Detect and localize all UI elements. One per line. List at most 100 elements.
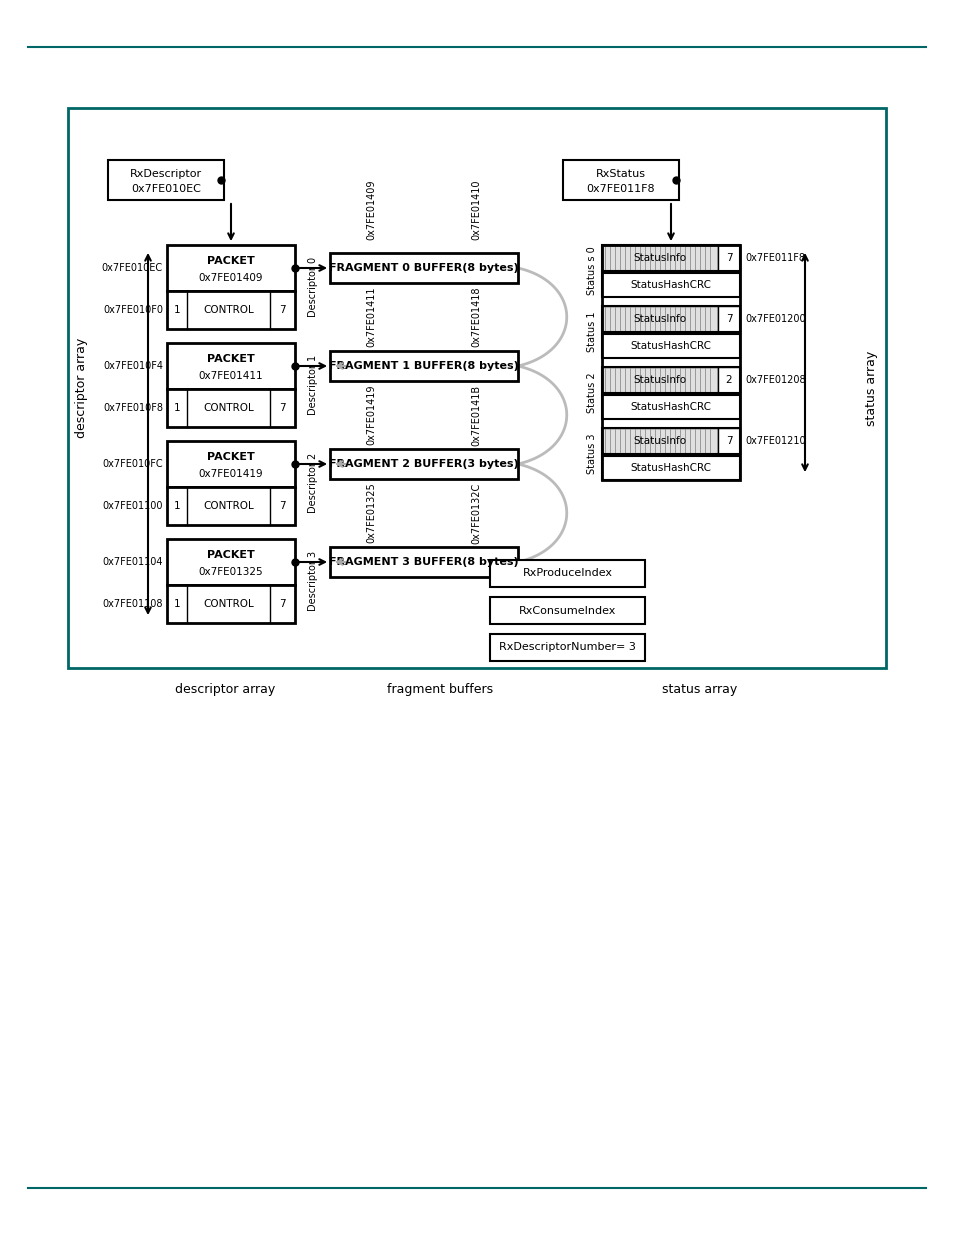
Text: fragment buffers: fragment buffers bbox=[387, 683, 493, 697]
Text: 0x7FE010FC: 0x7FE010FC bbox=[102, 459, 163, 469]
Text: 0x7FE01108: 0x7FE01108 bbox=[102, 599, 163, 609]
Text: 0x7FE01104: 0x7FE01104 bbox=[102, 557, 163, 567]
Bar bbox=[601, 429, 718, 454]
Bar bbox=[601, 273, 740, 296]
Bar bbox=[330, 351, 517, 382]
Text: StatusHashCRC: StatusHashCRC bbox=[630, 403, 711, 412]
Bar bbox=[167, 538, 294, 585]
Text: StatusHashCRC: StatusHashCRC bbox=[630, 341, 711, 351]
Text: CONTROL: CONTROL bbox=[203, 305, 253, 315]
Text: CONTROL: CONTROL bbox=[203, 403, 253, 412]
Text: 0x7FE01325: 0x7FE01325 bbox=[366, 483, 376, 543]
Text: 0x7FE01409: 0x7FE01409 bbox=[366, 179, 376, 240]
Bar bbox=[490, 597, 644, 624]
Text: PACKET: PACKET bbox=[207, 550, 254, 561]
Text: 0x7FE0141B: 0x7FE0141B bbox=[471, 384, 481, 446]
Text: CONTROL: CONTROL bbox=[203, 501, 253, 511]
Bar bbox=[167, 389, 294, 427]
Bar bbox=[601, 395, 740, 419]
Text: status array: status array bbox=[864, 351, 878, 426]
Text: StatusInfo: StatusInfo bbox=[633, 375, 686, 385]
Text: FRAGMENT 3 BUFFER(8 bytes): FRAGMENT 3 BUFFER(8 bytes) bbox=[329, 557, 518, 567]
Bar bbox=[330, 547, 517, 577]
Text: 7: 7 bbox=[279, 501, 286, 511]
Text: 0x7FE01419: 0x7FE01419 bbox=[198, 469, 263, 479]
Text: 1: 1 bbox=[173, 599, 180, 609]
Bar bbox=[718, 245, 740, 270]
Bar bbox=[490, 559, 644, 587]
Text: PACKET: PACKET bbox=[207, 354, 254, 364]
Text: Status 2: Status 2 bbox=[586, 373, 597, 414]
Text: Descriptor 0: Descriptor 0 bbox=[308, 257, 317, 317]
Text: 7: 7 bbox=[279, 403, 286, 412]
Bar bbox=[601, 306, 718, 332]
Text: 0x7FE01208: 0x7FE01208 bbox=[744, 375, 804, 385]
Text: PACKET: PACKET bbox=[207, 452, 254, 462]
Text: 7: 7 bbox=[279, 305, 286, 315]
Bar bbox=[167, 343, 294, 389]
Bar bbox=[601, 456, 740, 480]
Text: StatusInfo: StatusInfo bbox=[633, 253, 686, 263]
Text: RxConsumeIndex: RxConsumeIndex bbox=[518, 605, 616, 615]
Text: 0x7FE01325: 0x7FE01325 bbox=[198, 567, 263, 577]
Bar bbox=[601, 333, 740, 358]
Text: RxDescriptor: RxDescriptor bbox=[130, 169, 202, 179]
Bar bbox=[68, 107, 885, 668]
Text: 0x7FE01210: 0x7FE01210 bbox=[744, 436, 804, 446]
Text: 7: 7 bbox=[279, 599, 286, 609]
Text: Status 1: Status 1 bbox=[586, 311, 597, 352]
Bar bbox=[601, 429, 740, 454]
Text: descriptor array: descriptor array bbox=[174, 683, 274, 697]
Text: RxDescriptorNumber= 3: RxDescriptorNumber= 3 bbox=[498, 642, 636, 652]
Text: 0x7FE01410: 0x7FE01410 bbox=[471, 179, 481, 240]
Text: FRAGMENT 2 BUFFER(3 bytes): FRAGMENT 2 BUFFER(3 bytes) bbox=[329, 459, 518, 469]
Bar bbox=[601, 245, 718, 270]
Text: StatusHashCRC: StatusHashCRC bbox=[630, 280, 711, 290]
Text: Descriptor 3: Descriptor 3 bbox=[308, 551, 317, 611]
Text: descriptor array: descriptor array bbox=[75, 338, 89, 438]
Bar bbox=[601, 367, 740, 393]
Text: 0x7FE01200: 0x7FE01200 bbox=[744, 314, 804, 324]
Text: 0x7FE0132C: 0x7FE0132C bbox=[471, 483, 481, 543]
Text: Descriptor 1: Descriptor 1 bbox=[308, 354, 317, 415]
Text: status array: status array bbox=[661, 683, 737, 697]
Text: PACKET: PACKET bbox=[207, 256, 254, 266]
Bar bbox=[167, 487, 294, 525]
Bar bbox=[330, 450, 517, 479]
Text: StatusInfo: StatusInfo bbox=[633, 436, 686, 446]
Bar bbox=[562, 161, 679, 200]
Text: 0x7FE01409: 0x7FE01409 bbox=[198, 273, 263, 283]
Bar bbox=[330, 253, 517, 283]
Text: 0x7FE01411: 0x7FE01411 bbox=[366, 287, 376, 347]
Text: 0x7FE01419: 0x7FE01419 bbox=[366, 385, 376, 446]
Text: RxStatus: RxStatus bbox=[596, 169, 645, 179]
Bar bbox=[167, 245, 294, 291]
Text: 2: 2 bbox=[725, 375, 732, 385]
Text: 0x7FE01100: 0x7FE01100 bbox=[102, 501, 163, 511]
Text: 0x7FE01411: 0x7FE01411 bbox=[198, 372, 263, 382]
Bar bbox=[601, 367, 718, 393]
Text: StatusInfo: StatusInfo bbox=[633, 314, 686, 324]
Bar bbox=[718, 306, 740, 332]
Text: StatusHashCRC: StatusHashCRC bbox=[630, 463, 711, 473]
Bar bbox=[601, 245, 740, 270]
Text: 7: 7 bbox=[725, 314, 732, 324]
Text: 0x7FE010F8: 0x7FE010F8 bbox=[103, 403, 163, 412]
Text: 0x7FE01418: 0x7FE01418 bbox=[471, 287, 481, 347]
Bar bbox=[108, 161, 224, 200]
Text: 0x7FE010EC: 0x7FE010EC bbox=[102, 263, 163, 273]
Text: 0x7FE011F8: 0x7FE011F8 bbox=[586, 184, 655, 194]
Bar bbox=[718, 367, 740, 393]
Text: CONTROL: CONTROL bbox=[203, 599, 253, 609]
Bar bbox=[601, 245, 740, 480]
Text: 0x7FE010EC: 0x7FE010EC bbox=[131, 184, 201, 194]
Bar bbox=[167, 441, 294, 487]
Text: Status 3: Status 3 bbox=[586, 433, 597, 474]
Text: RxProduceIndex: RxProduceIndex bbox=[522, 568, 612, 578]
Text: Descriptor 2: Descriptor 2 bbox=[308, 453, 317, 513]
Bar bbox=[490, 634, 644, 661]
Text: FRAGMENT 1 BUFFER(8 bytes): FRAGMENT 1 BUFFER(8 bytes) bbox=[329, 361, 518, 370]
Text: 7: 7 bbox=[725, 436, 732, 446]
Text: 0x7FE010F4: 0x7FE010F4 bbox=[103, 361, 163, 370]
Text: 0x7FE010F0: 0x7FE010F0 bbox=[103, 305, 163, 315]
